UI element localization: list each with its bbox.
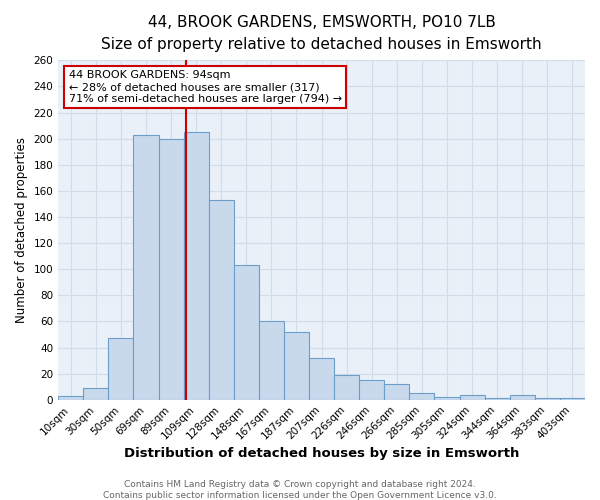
Text: 44 BROOK GARDENS: 94sqm
← 28% of detached houses are smaller (317)
71% of semi-d: 44 BROOK GARDENS: 94sqm ← 28% of detache… <box>69 70 342 104</box>
Y-axis label: Number of detached properties: Number of detached properties <box>15 137 28 323</box>
Bar <box>334 375 359 400</box>
Bar <box>284 332 309 400</box>
Bar <box>460 394 485 400</box>
Bar <box>109 338 133 400</box>
Bar <box>158 138 184 400</box>
Bar <box>535 398 560 400</box>
Bar <box>58 396 83 400</box>
Bar <box>359 380 385 400</box>
Bar <box>234 266 259 400</box>
Text: Contains HM Land Registry data © Crown copyright and database right 2024.
Contai: Contains HM Land Registry data © Crown c… <box>103 480 497 500</box>
Bar <box>510 394 535 400</box>
Bar <box>409 393 434 400</box>
Bar <box>434 397 460 400</box>
Bar <box>560 398 585 400</box>
Title: 44, BROOK GARDENS, EMSWORTH, PO10 7LB
Size of property relative to detached hous: 44, BROOK GARDENS, EMSWORTH, PO10 7LB Si… <box>101 15 542 52</box>
Bar <box>83 388 109 400</box>
Bar <box>485 398 510 400</box>
X-axis label: Distribution of detached houses by size in Emsworth: Distribution of detached houses by size … <box>124 447 519 460</box>
Bar <box>209 200 234 400</box>
Bar <box>133 134 158 400</box>
Bar <box>184 132 209 400</box>
Bar <box>385 384 409 400</box>
Bar <box>309 358 334 400</box>
Bar <box>259 322 284 400</box>
